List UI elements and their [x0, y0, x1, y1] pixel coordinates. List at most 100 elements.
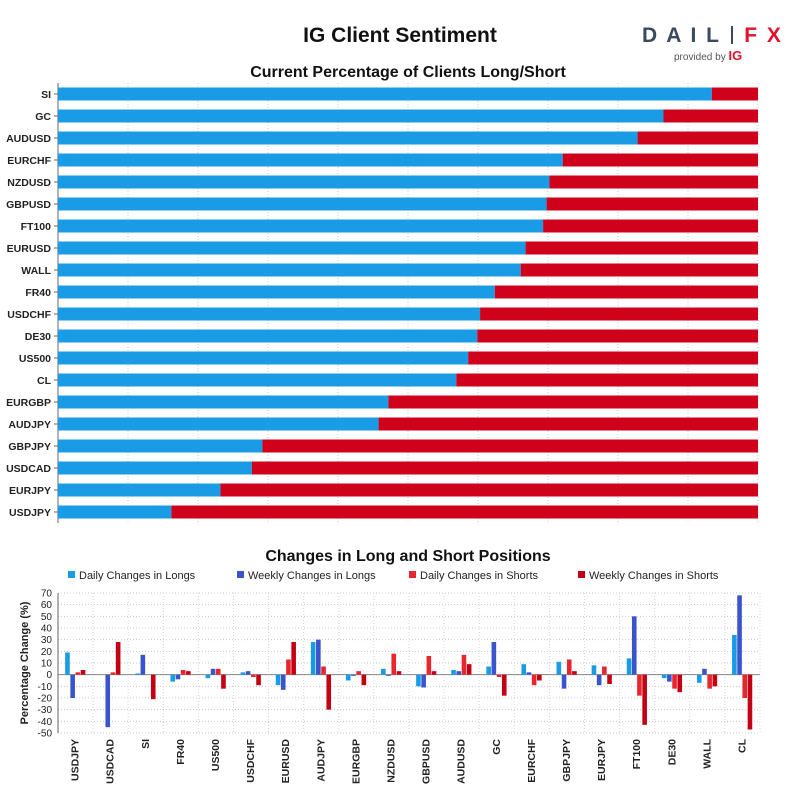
y-tick-label: 20	[41, 647, 53, 658]
long-bar-eurgbp	[58, 395, 389, 409]
change-bar-us500	[210, 668, 216, 675]
y-tick-label: NZDUSD	[7, 177, 51, 189]
change-bar-usdjpy	[65, 652, 70, 675]
change-bar-us500	[215, 668, 221, 675]
x-tick-label: US500	[210, 739, 222, 771]
x-tick-label: EURCHF	[526, 738, 538, 782]
change-bar-nzdusd	[391, 653, 397, 675]
change-bar-gbpjpy	[572, 671, 577, 675]
change-bar-usdjpy	[70, 674, 75, 698]
long-bar-nzdusd	[58, 175, 550, 189]
short-bar-eurgbp	[388, 395, 758, 409]
long-bar-ft100	[58, 219, 544, 233]
change-bar-usdjpy	[80, 670, 86, 675]
y-tick-label: USDCAD	[6, 463, 51, 475]
y-tick-label: 10	[41, 659, 53, 670]
change-bar-fr40	[170, 674, 176, 682]
long-bar-eurchf	[58, 153, 563, 167]
y-tick-label: 70	[41, 589, 53, 600]
change-bar-eurjpy	[596, 674, 602, 686]
long-bar-gc	[58, 109, 664, 123]
change-bar-audusd	[451, 670, 456, 675]
x-tick-label: EURJPY	[596, 739, 608, 781]
logo-provided-by: provided by IG	[674, 48, 743, 63]
change-bar-eurusd	[275, 674, 281, 686]
y-tick-label: 60	[41, 600, 53, 611]
change-bar-cl	[732, 635, 737, 675]
short-bar-de30	[477, 329, 758, 343]
change-bar-usdjpy	[75, 672, 81, 675]
legend-label: Daily Changes in Longs	[79, 570, 196, 582]
y-tick-label: DE30	[25, 331, 51, 343]
change-bar-fr40	[175, 674, 181, 680]
y-tick-label: USDCHF	[7, 309, 51, 321]
change-bar-si	[150, 674, 156, 700]
change-bar-us500	[205, 674, 211, 679]
y-tick-label: EURGBP	[6, 397, 51, 409]
change-bar-si	[140, 654, 146, 675]
short-bar-gbpusd	[546, 197, 758, 211]
x-tick-label: AUDUSD	[456, 739, 468, 784]
change-bar-gbpusd	[416, 674, 421, 687]
change-bar-audusd	[466, 664, 472, 675]
change-bar-gc	[501, 674, 507, 696]
x-tick-label: DE30	[666, 739, 678, 765]
x-tick-label: EURUSD	[280, 739, 292, 784]
change-bar-eurusd	[291, 642, 296, 675]
change-bar-usdcad	[110, 672, 116, 675]
change-bar-eurusd	[280, 674, 286, 690]
long-bar-audjpy	[58, 417, 379, 431]
short-bar-us500	[468, 351, 758, 365]
change-bar-ft100	[637, 674, 642, 696]
change-bar-gbpusd	[431, 671, 437, 675]
short-bar-audjpy	[378, 417, 758, 431]
chart1-title: Current Percentage of Clients Long/Short	[250, 64, 566, 81]
y-tick-label: US500	[19, 353, 51, 365]
y-tick-label: GBPUSD	[6, 199, 51, 211]
long-bar-gbpusd	[58, 197, 547, 211]
change-bar-audusd	[456, 671, 462, 675]
change-bar-nzdusd	[381, 668, 386, 675]
y-tick-label: -10	[38, 682, 53, 693]
x-tick-label: NZDUSD	[385, 739, 397, 783]
x-tick-label: GBPJPY	[561, 739, 573, 782]
x-tick-label: FT100	[631, 739, 643, 770]
x-tick-label: EURGBP	[350, 739, 362, 784]
legend-swatch	[409, 571, 416, 578]
change-bar-de30	[661, 674, 667, 679]
change-bar-ft100	[626, 658, 632, 675]
change-bar-usdchf	[251, 674, 256, 677]
x-tick-label: SI	[140, 739, 152, 749]
x-tick-label: GBPUSD	[421, 739, 433, 784]
change-bar-de30	[677, 674, 683, 693]
change-bar-cl	[737, 595, 742, 675]
x-tick-label: GC	[491, 739, 503, 755]
long-bar-us500	[58, 351, 469, 365]
sentiment-chart: Current Percentage of Clients Long/Short…	[6, 64, 759, 523]
change-bar-wall	[702, 668, 707, 675]
change-bar-nzdusd	[386, 674, 391, 676]
long-bar-cl	[58, 373, 457, 387]
change-bar-gc	[496, 674, 502, 677]
chart2-title: Changes in Long and Short Positions	[265, 548, 550, 565]
x-tick-label: CL	[736, 738, 748, 753]
y-tick-label: WALL	[21, 265, 51, 277]
change-bar-audjpy	[310, 642, 316, 675]
short-bar-gbpjpy	[262, 439, 758, 453]
y-tick-label: -20	[38, 694, 53, 705]
change-bar-eurjpy	[607, 674, 612, 684]
change-bar-usdcad	[105, 674, 111, 728]
change-bar-eurchf	[531, 674, 537, 686]
x-tick-label: USDCHF	[245, 738, 257, 782]
short-bar-usdjpy	[171, 505, 758, 519]
short-bar-fr40	[494, 285, 758, 299]
change-bar-wall	[696, 674, 702, 683]
y-tick-label: FR40	[25, 287, 51, 299]
short-bar-nzdusd	[549, 175, 758, 189]
y-tick-label: AUDUSD	[6, 133, 51, 145]
long-bar-usdjpy	[58, 505, 172, 519]
change-bar-gbpjpy	[566, 659, 572, 675]
change-bar-usdchf	[256, 674, 261, 686]
x-tick-label: FR40	[175, 739, 187, 765]
change-bar-audjpy	[316, 639, 321, 675]
